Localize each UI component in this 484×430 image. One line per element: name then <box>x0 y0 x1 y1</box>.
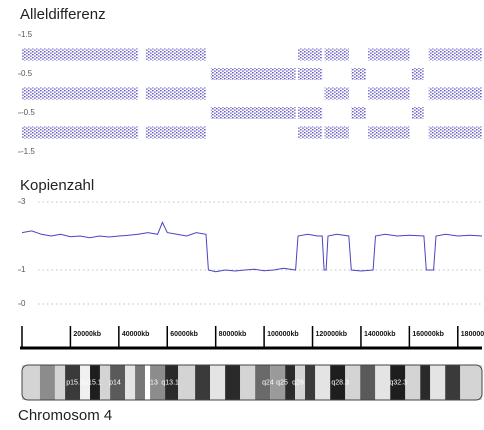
chromosome-band <box>240 365 256 400</box>
allele-band <box>298 48 323 61</box>
band-label: p13 <box>146 379 158 386</box>
y-tick-label: 0 <box>21 299 26 308</box>
allele-band <box>145 126 206 139</box>
x-tick-label: 180000kb <box>461 331 484 338</box>
chromosome-band <box>125 365 136 400</box>
chromosome-band <box>165 365 179 400</box>
chromosome-band <box>225 365 241 400</box>
y-tick-label: 1.5 <box>21 30 33 39</box>
chromosome-band <box>445 365 461 400</box>
allele-band <box>145 87 206 100</box>
band-label: p14 <box>109 379 121 386</box>
allele-band <box>428 87 482 100</box>
band-label: q25 <box>276 379 288 386</box>
chromosome-band <box>39 365 55 400</box>
y-tick-label: 1 <box>21 265 26 274</box>
allele-band <box>22 126 139 139</box>
chromosome-band <box>420 365 431 400</box>
allele-band <box>298 68 323 80</box>
copy-number-line <box>21 221 483 273</box>
x-tick-label: 120000kb <box>316 331 348 338</box>
chromosome-band <box>345 365 361 400</box>
chromosome-band <box>90 365 100 400</box>
y-tick-label: -0.5 <box>21 108 35 117</box>
y-tick-label: -1.5 <box>21 147 35 156</box>
allele-band <box>368 126 410 139</box>
chromosome-band <box>65 365 81 400</box>
chromosome-band <box>178 365 196 400</box>
chromosome-band <box>80 365 91 400</box>
allele-band <box>298 107 323 119</box>
chromosome-band <box>430 365 446 400</box>
chromosome-band <box>255 365 271 400</box>
band-label: q32.3 <box>389 379 407 386</box>
allele-band <box>368 48 410 61</box>
y-tick-label: 3 <box>21 197 26 206</box>
chromosome-band <box>305 365 316 400</box>
chromosome-band <box>110 365 126 400</box>
chromosome-band <box>330 365 346 400</box>
chromosome-band <box>360 365 376 400</box>
allele-band <box>368 87 410 100</box>
band-label: q13.1 <box>161 379 179 386</box>
allele-band <box>324 126 349 139</box>
x-tick-label: 160000kb <box>412 331 444 338</box>
band-label: q28.3 <box>331 379 349 386</box>
allele-band <box>22 48 139 61</box>
x-tick-label: 60000kb <box>170 331 198 338</box>
chromosome-band <box>150 365 166 400</box>
band-label: q26 <box>292 379 304 386</box>
chromosome-band <box>144 365 151 400</box>
chromosome-band <box>285 365 296 400</box>
band-label: q24 <box>262 379 274 386</box>
x-tick-label: 80000kb <box>219 331 247 338</box>
allele-band <box>324 87 349 100</box>
chromosome-band <box>315 365 331 400</box>
allele-band <box>210 107 296 119</box>
allele-band <box>298 126 323 139</box>
allele-band <box>324 48 349 61</box>
allele-band <box>428 48 482 61</box>
chromosome-band <box>135 365 145 400</box>
allele-band <box>411 68 424 80</box>
allele-band <box>22 87 139 100</box>
x-tick-label: 20000kb <box>73 331 101 338</box>
chromosome-band <box>390 365 406 400</box>
allele-band <box>210 68 296 80</box>
band-label: p15.1 <box>84 379 102 386</box>
panel-title: Kopienzahl <box>20 177 94 194</box>
allele-band <box>411 107 424 119</box>
allele-band <box>351 107 366 119</box>
chromosome-band <box>270 365 286 400</box>
band-label: p15.3 <box>66 379 84 386</box>
chromosome-band <box>54 365 66 400</box>
allele-band <box>428 126 482 139</box>
allele-band <box>145 48 206 61</box>
chromosome-band <box>375 365 391 400</box>
chromosome-band <box>22 365 40 400</box>
x-tick-label: 40000kb <box>122 331 150 338</box>
allele-band <box>351 68 366 80</box>
panel-title: Alleldifferenz <box>20 6 106 23</box>
chromosome-band <box>195 365 211 400</box>
chromosome-outline <box>21 364 483 401</box>
chromosome-band <box>405 365 421 400</box>
chromosome-band <box>210 365 226 400</box>
x-tick-label: 140000kb <box>364 331 396 338</box>
x-tick-label: 100000kb <box>267 331 299 338</box>
chromosome-band <box>295 365 306 400</box>
panel-title: Chromosom 4 <box>18 407 112 424</box>
chromosome-band <box>99 365 111 400</box>
y-tick-label: 0.5 <box>21 69 33 78</box>
chromosome-band <box>460 365 482 400</box>
